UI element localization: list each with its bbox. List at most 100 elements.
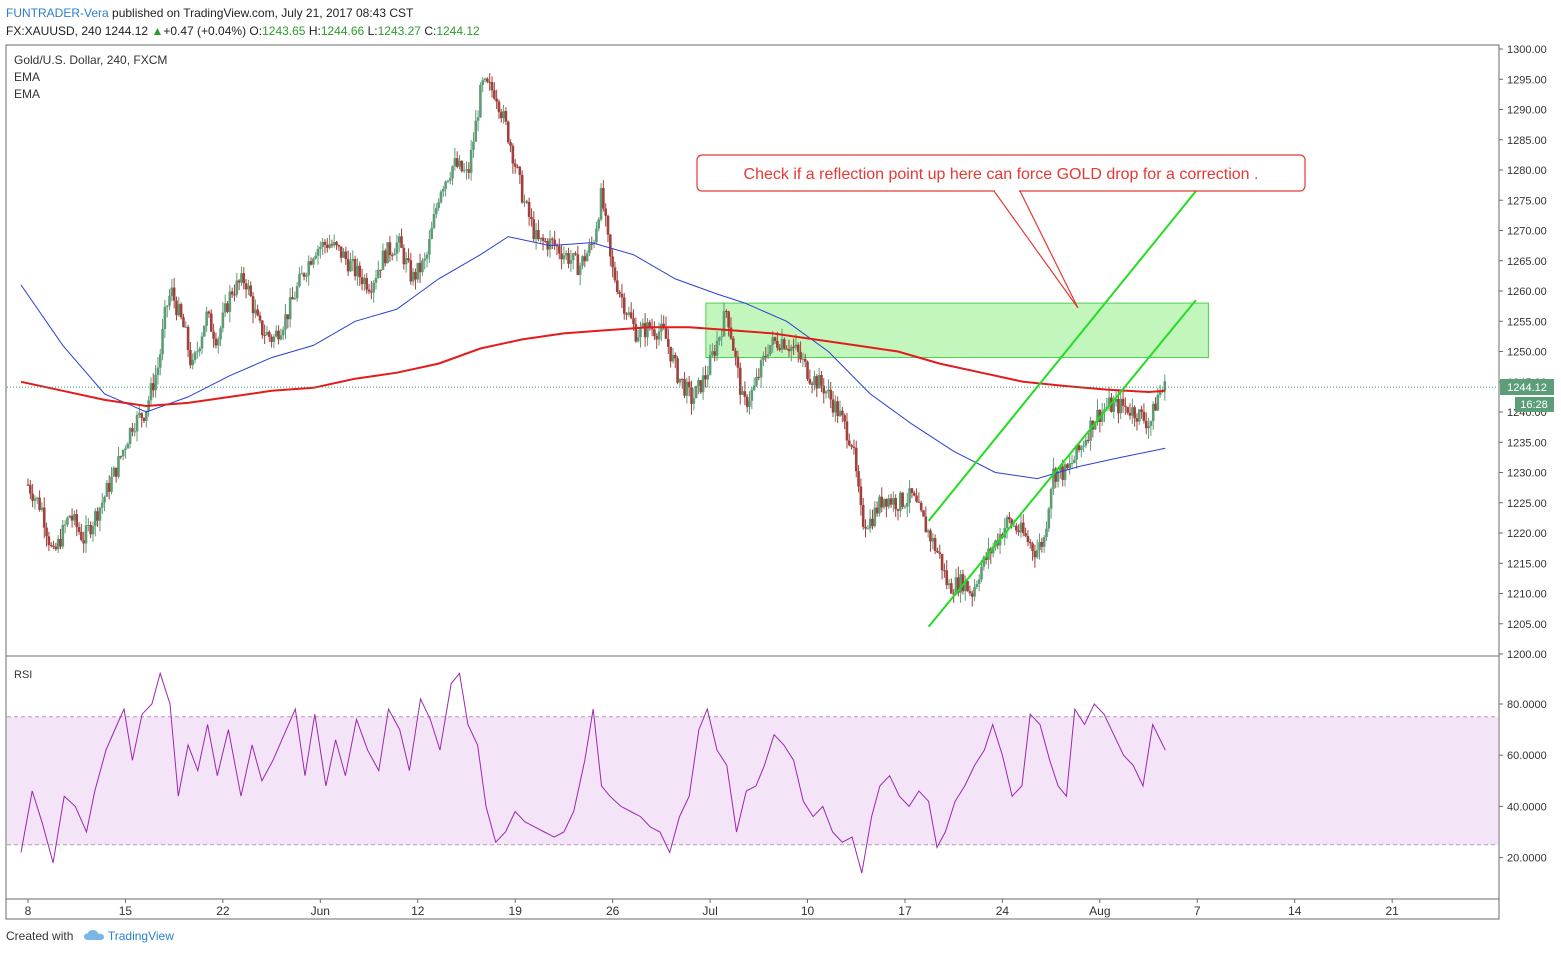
candle-body	[281, 329, 285, 336]
candle-body	[1028, 542, 1032, 544]
candle-body	[47, 536, 51, 546]
price-tick-label: 1225.00	[1507, 498, 1547, 510]
candle-body	[1082, 445, 1085, 447]
candle-body	[931, 538, 935, 542]
candle-body	[750, 389, 754, 401]
candle-body	[564, 253, 568, 256]
candle-body	[567, 253, 570, 264]
price-tick-label: 1205.00	[1507, 619, 1547, 631]
candle-body	[1012, 525, 1016, 527]
candle-body	[1021, 522, 1025, 534]
author-link[interactable]: FUNTRADER-Vera	[6, 6, 109, 20]
candle-body	[495, 98, 498, 102]
tradingview-brand[interactable]: TradingView	[107, 929, 174, 943]
candle-body	[411, 271, 415, 282]
symbol-text: FX:XAUUSD, 240	[6, 24, 102, 38]
candle-body	[555, 245, 559, 247]
candle-body	[557, 246, 561, 254]
candle-body	[469, 149, 473, 173]
candle-body	[156, 367, 160, 375]
candle-body	[77, 527, 81, 532]
candle-body	[49, 545, 53, 547]
candle-body	[973, 587, 976, 597]
candle-body	[1017, 530, 1020, 533]
candle-body	[859, 486, 863, 506]
candle-body	[1163, 381, 1167, 391]
price-tick-label: 1265.00	[1507, 256, 1547, 268]
time-tick-label: 19	[509, 904, 523, 918]
candle-body	[230, 291, 234, 295]
candle-body	[128, 428, 132, 444]
candle-body	[671, 354, 675, 362]
candle-body	[1052, 468, 1055, 489]
channel-line[interactable]	[927, 190, 1197, 522]
candle-body	[493, 90, 496, 99]
candle-body	[472, 141, 475, 150]
candle-body	[588, 243, 591, 254]
candle-body	[653, 329, 656, 337]
candle-body	[1073, 459, 1076, 464]
candle-body	[806, 361, 809, 380]
channel-lines	[927, 190, 1197, 628]
candle-body	[792, 346, 795, 348]
candle-body	[527, 201, 531, 217]
candle-body	[1107, 397, 1111, 408]
candle-body	[727, 311, 730, 328]
candle-body	[841, 410, 844, 416]
candle-body	[576, 254, 580, 275]
open-label: O:	[249, 24, 263, 38]
candle-body	[1026, 535, 1030, 543]
candle-body	[59, 538, 62, 547]
price-tick-label: 1235.00	[1507, 437, 1547, 449]
candle-body	[284, 314, 287, 330]
candle-body	[936, 550, 939, 553]
candle-body	[175, 300, 178, 316]
candle-body	[439, 191, 443, 203]
candle-body	[991, 546, 995, 554]
candle-body	[1142, 411, 1146, 421]
candle-body	[952, 593, 955, 595]
candle-body	[950, 583, 953, 594]
candle-body	[98, 507, 102, 521]
candle-body	[428, 238, 431, 255]
candle-body	[606, 215, 610, 235]
candle-body	[184, 326, 188, 328]
candle-body	[314, 255, 317, 259]
candle-body	[358, 265, 362, 278]
candle-body	[520, 174, 524, 203]
candle-body	[534, 230, 538, 240]
candle-body	[54, 546, 58, 550]
candle-body	[894, 498, 897, 510]
candle-body	[131, 428, 134, 432]
candle-body	[209, 313, 213, 332]
candle-body	[963, 581, 967, 592]
candle-body	[590, 243, 594, 245]
candle-body	[161, 328, 164, 355]
candle-body	[70, 515, 74, 521]
candle-body	[736, 356, 740, 368]
candle-body	[875, 507, 879, 514]
legend-ema-1: EMA	[14, 70, 40, 84]
candle-body	[887, 498, 891, 507]
candle-body	[328, 244, 331, 248]
candle-body	[629, 312, 633, 319]
candle-body	[351, 258, 355, 262]
candle-body	[207, 311, 211, 314]
price-tick-label: 1275.00	[1507, 195, 1547, 207]
candle-body	[866, 528, 870, 530]
candle-body	[506, 121, 510, 143]
rsi-axis: 20.0000 40.0000 60.0000 80.0000	[1499, 699, 1547, 865]
candle-body	[151, 383, 155, 391]
candle-body	[625, 313, 628, 315]
channel-line[interactable]	[927, 299, 1197, 628]
candle-body	[451, 166, 454, 179]
candle-body	[80, 531, 83, 541]
candle-body	[829, 389, 833, 400]
candle-body	[1154, 403, 1157, 411]
candle-body	[1112, 402, 1116, 412]
candle-body	[690, 387, 693, 404]
candle-body	[966, 581, 969, 592]
candle-body	[785, 348, 788, 350]
candle-body	[356, 265, 359, 277]
candle-body	[933, 538, 937, 551]
